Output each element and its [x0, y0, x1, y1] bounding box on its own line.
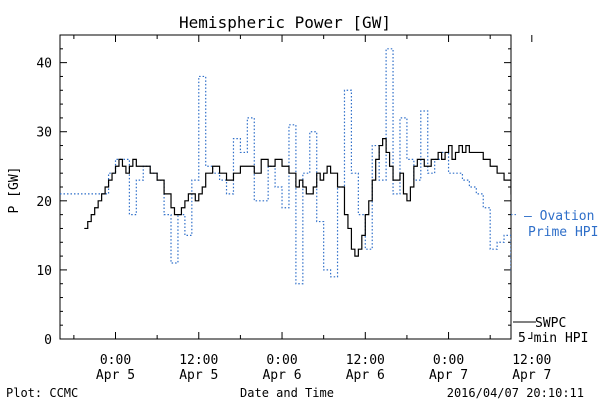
swpc-line [84, 138, 511, 257]
x-tick-time-5: 12:00 [512, 353, 551, 368]
legend-swpc-line2: 5-min HPI [518, 331, 588, 346]
legend-swpc-line1: SWPC [535, 316, 566, 331]
y-tick-label-40: 40 [36, 57, 52, 72]
y-axis-label: P [GW] [7, 167, 22, 214]
y-tick-label-10: 10 [36, 264, 52, 279]
series-swpc-5min-hpi [84, 138, 511, 257]
y-tick-label-0: 0 [44, 333, 52, 348]
footer-timestamp: 2016/04/07 20:10:11 [447, 386, 584, 400]
x-tick-time-3: 12:00 [346, 353, 385, 368]
series-ovation-prime-hpi [60, 35, 517, 285]
x-tick-time-0: 0:00 [100, 353, 131, 368]
plot-frame [59, 34, 512, 340]
footer-credit: Plot: CCMC [6, 386, 78, 400]
x-tick-time-2: 0:00 [266, 353, 297, 368]
x-tick-date-2: Apr 6 [262, 368, 301, 383]
x-tick-date-1: Apr 5 [179, 368, 218, 383]
x-tick-date-3: Apr 6 [346, 368, 385, 383]
x-axis-label: Date and Time [240, 386, 334, 400]
legend-ovation-line1: — Ovation [524, 209, 594, 224]
x-tick-time-1: 12:00 [179, 353, 218, 368]
x-tick-date-4: Apr 7 [429, 368, 468, 383]
y-axis-ticks: 0 10 20 30 40 [36, 34, 511, 348]
x-tick-date-5: Apr 7 [512, 368, 551, 383]
x-tick-date-0: Apr 5 [96, 368, 135, 383]
ovation-line [60, 35, 511, 285]
y-tick-label-20: 20 [36, 195, 52, 210]
y-tick-label-30: 30 [36, 126, 52, 141]
plot-area-border [59, 34, 512, 340]
legend-ovation-line2: Prime HPI [528, 225, 598, 240]
x-tick-time-4: 0:00 [433, 353, 464, 368]
chart-title: Hemispheric Power [GW] [179, 13, 391, 32]
